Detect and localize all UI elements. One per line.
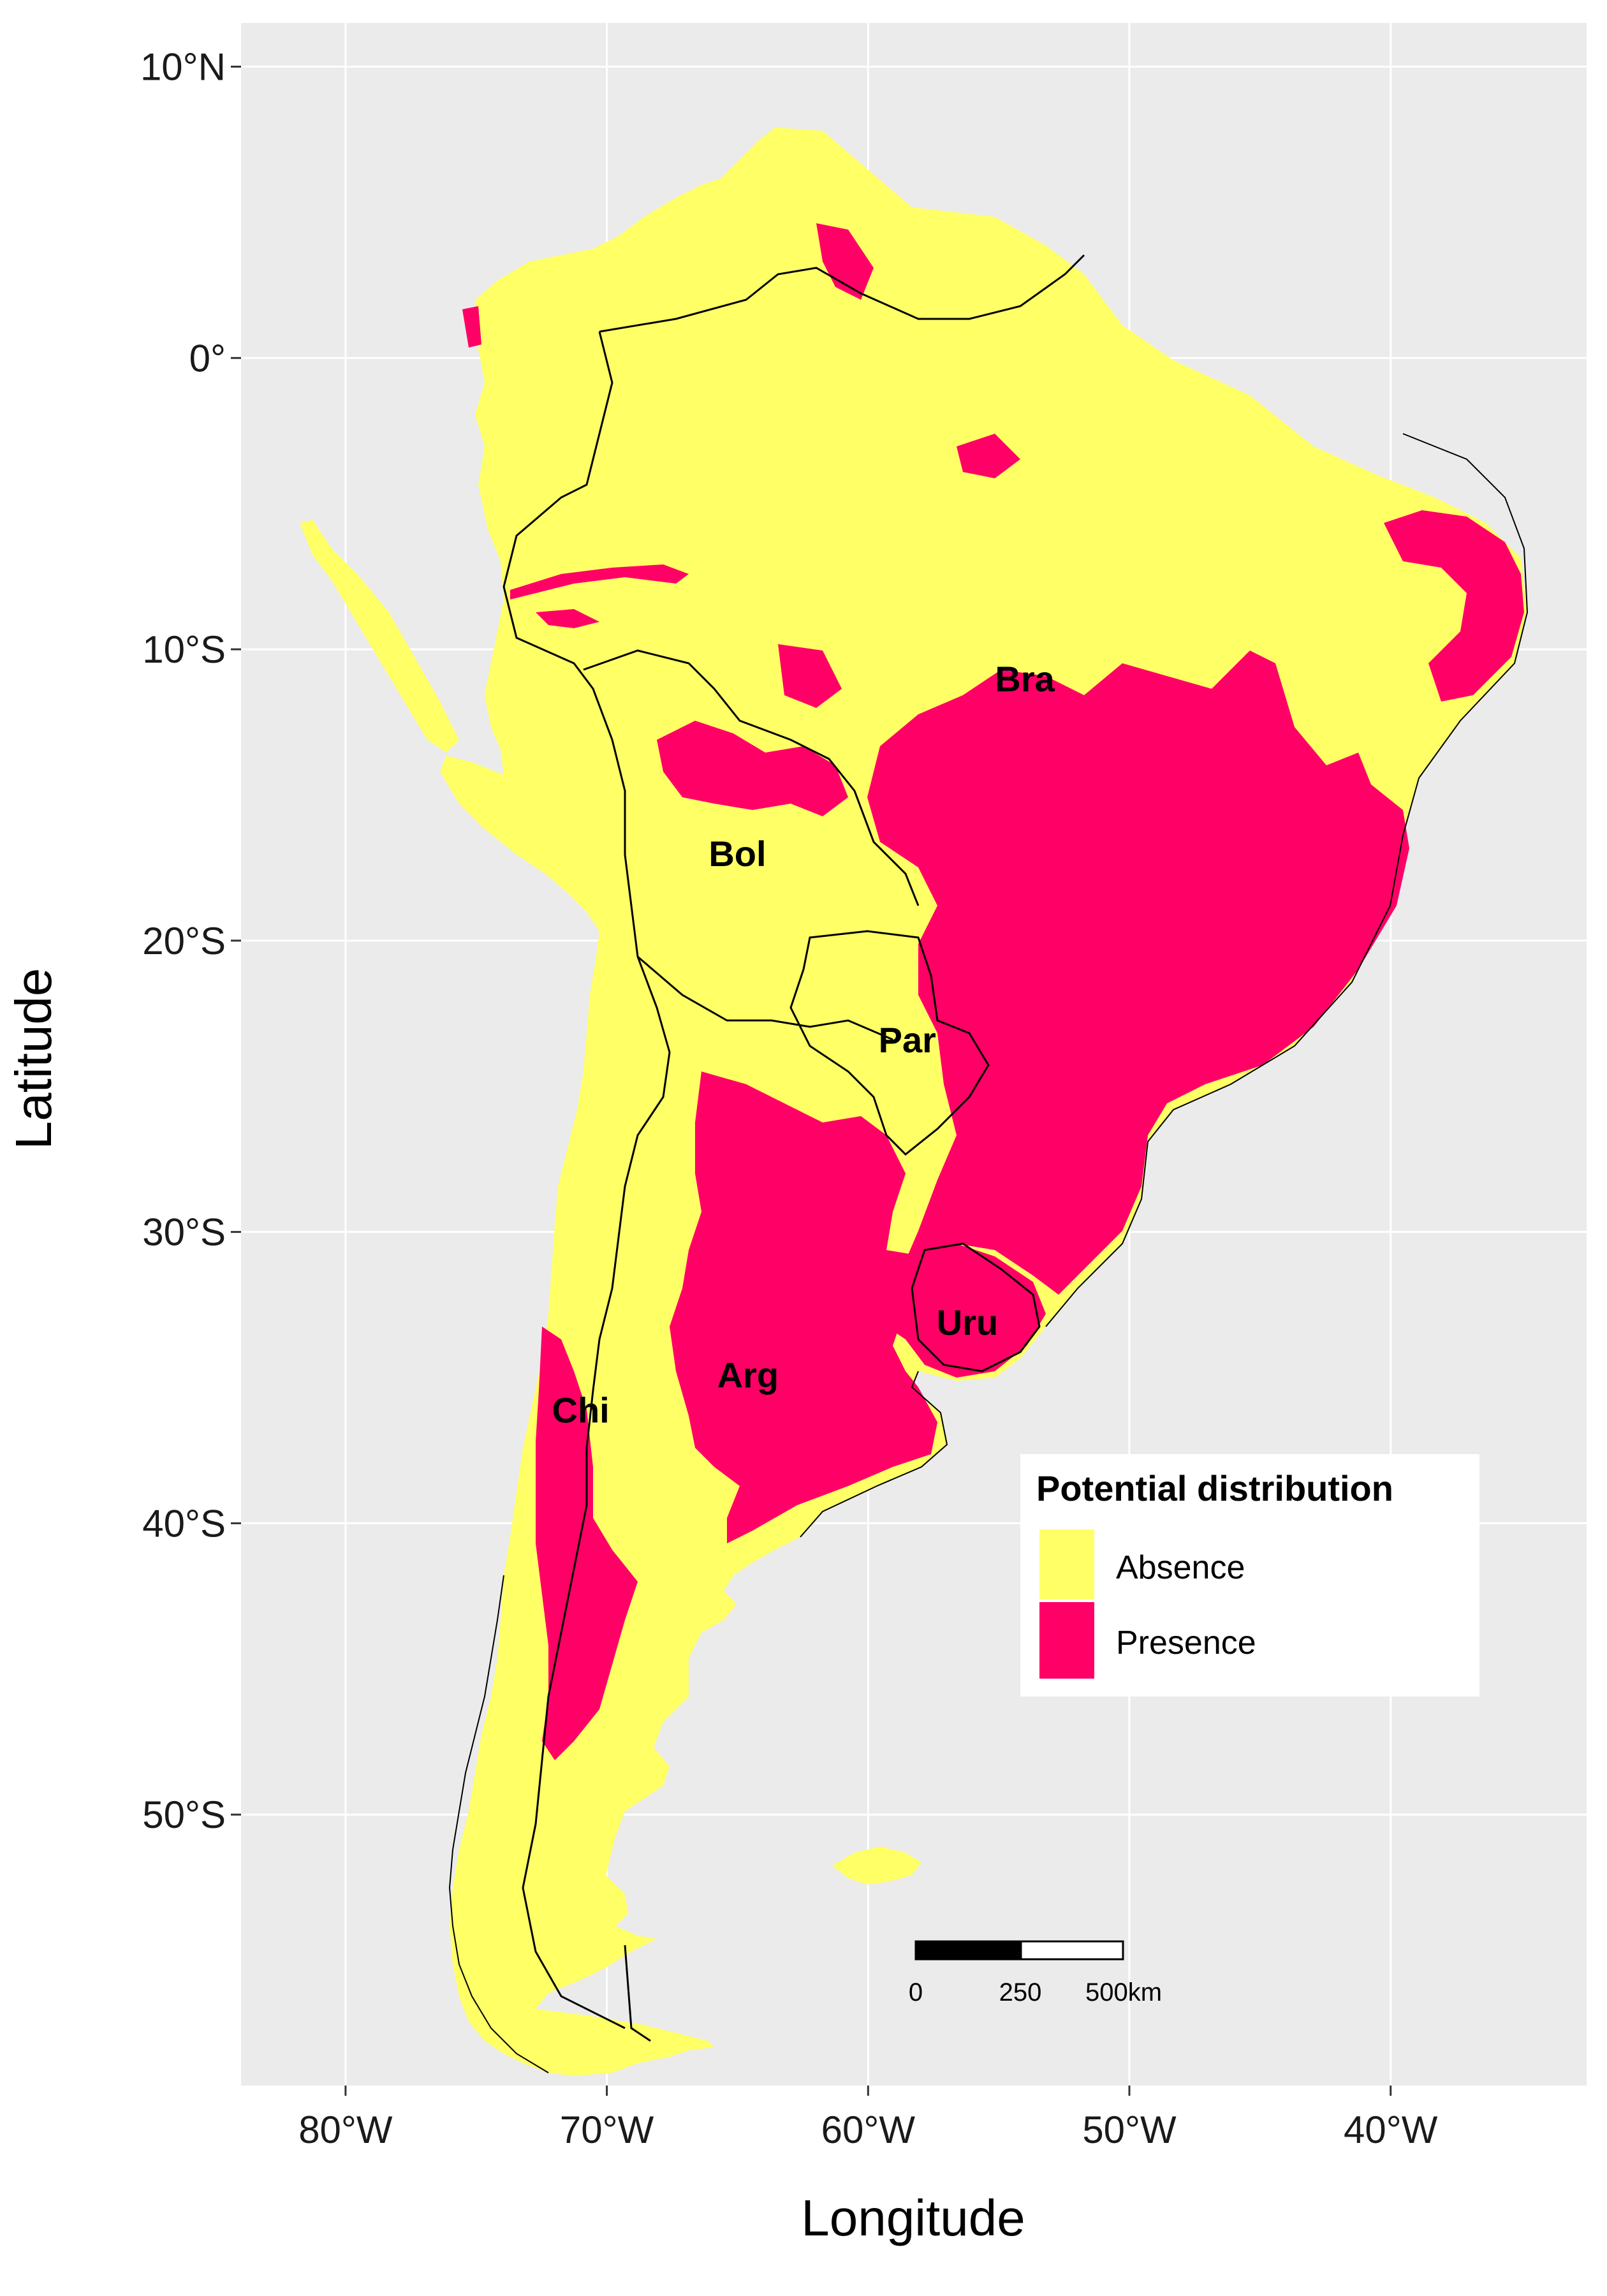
presence-patch-east	[957, 434, 1020, 478]
border-tierra-del-fuego	[624, 1945, 651, 2042]
border-andes-west	[503, 331, 671, 2029]
coastline	[448, 433, 1529, 2073]
y-tick-label: 0°	[189, 337, 226, 379]
legend-label-presence: Presence	[1116, 1624, 1256, 1661]
x-axis: 80°W 70°W 60°W 50°W 40°W	[298, 2086, 1438, 2151]
y-axis: 10°N 0° 10°S 20°S 30°S 40°S 50°S	[140, 46, 241, 1836]
x-tick-label: 60°W	[821, 2108, 916, 2151]
falkland-islands	[832, 1846, 921, 1885]
legend-title: Potential distribution	[1036, 1468, 1393, 1508]
y-tick-label: 30°S	[142, 1211, 226, 1254]
legend-box	[1020, 1454, 1479, 1696]
y-tick-label: 50°S	[142, 1793, 226, 1836]
border-brazil-north	[599, 254, 1085, 333]
country-label-chi: Chi	[552, 1390, 610, 1430]
border-argentina-bolivia	[637, 955, 893, 1041]
legend-swatch-presence	[1039, 1602, 1094, 1679]
presence-patches-north	[816, 223, 874, 300]
y-axis-title: Latitude	[5, 968, 62, 1150]
legend-label-absence: Absence	[1116, 1549, 1245, 1586]
country-labels: Bra Bol Par Uru Arg Chi	[552, 659, 1055, 1431]
scale-label-500km: 500km	[1085, 1978, 1162, 2006]
legend-swatch-absence	[1039, 1529, 1094, 1600]
scale-label-250: 250	[999, 1978, 1042, 2006]
land-presence	[462, 223, 1524, 1760]
x-tick-label: 80°W	[298, 2108, 393, 2151]
y-tick-label: 20°S	[142, 920, 226, 962]
country-label-arg: Arg	[717, 1355, 779, 1395]
y-tick-label: 10°S	[142, 628, 226, 671]
presence-amazon-rivers-2	[536, 609, 599, 628]
scale-label-0: 0	[909, 1978, 923, 2006]
border-paraguay	[789, 930, 990, 1156]
y-tick-label: 40°S	[142, 1502, 226, 1545]
presence-argentina	[670, 1071, 937, 1543]
country-label-par: Par	[879, 1020, 936, 1060]
presence-northeast-coast	[1384, 510, 1524, 702]
country-label-bol: Bol	[708, 834, 766, 874]
country-borders	[503, 254, 1085, 2042]
presence-northwest-patch	[462, 306, 481, 348]
presence-chile-patagonia	[536, 1327, 638, 1760]
galapagos-like-coast	[300, 520, 459, 753]
x-tick-label: 50°W	[1082, 2108, 1177, 2151]
scale-bar-black	[914, 1940, 1022, 1961]
y-tick-label: 10°N	[140, 46, 226, 89]
scale-bar-white	[1020, 1940, 1124, 1961]
x-tick-label: 70°W	[560, 2108, 654, 2151]
country-label-uru: Uru	[937, 1302, 998, 1343]
legend: Potential distribution Absence Presence	[1020, 1454, 1479, 1696]
presence-patch-central	[778, 644, 842, 708]
x-axis-title: Longitude	[801, 2189, 1025, 2246]
presence-amazon-rivers	[510, 564, 689, 600]
country-label-bra: Bra	[995, 659, 1055, 699]
border-brazil-bolivia	[583, 649, 920, 906]
presence-brazil-core	[867, 651, 1409, 1339]
scale-bar: 0 250 500km	[909, 1940, 1162, 2006]
border-uruguay	[911, 1242, 1041, 1372]
presence-bolivia-lowlands	[657, 721, 848, 816]
x-tick-label: 40°W	[1344, 2108, 1438, 2151]
